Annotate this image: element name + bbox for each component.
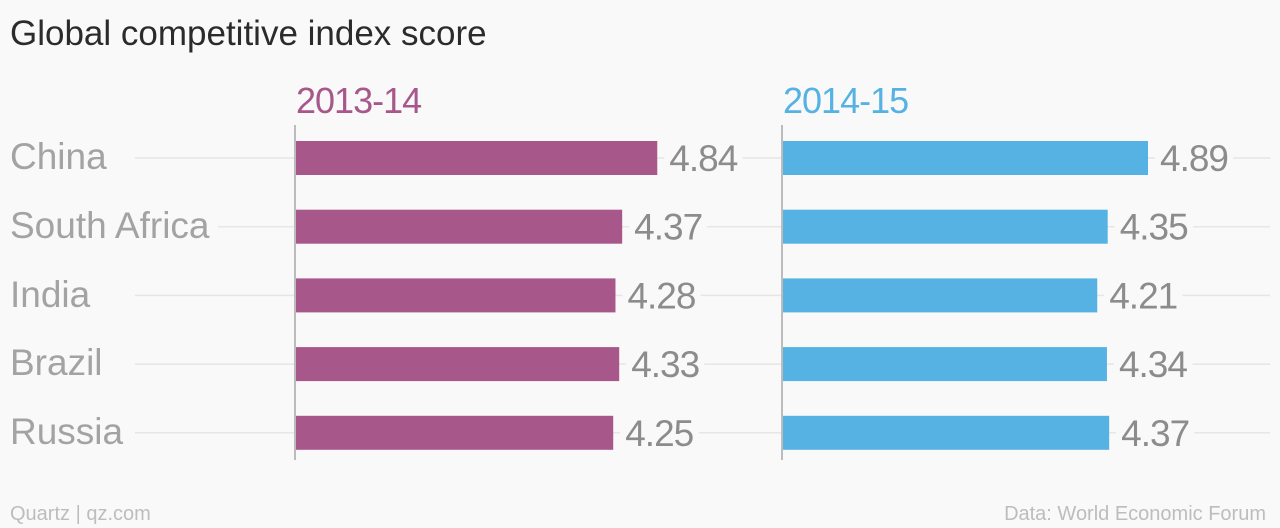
axes xyxy=(294,125,783,460)
category-label-china: China xyxy=(10,137,115,177)
category-label-india: India xyxy=(10,275,99,315)
value-label-bg-1-1 xyxy=(1114,206,1194,248)
chart-title: Global competitive index score xyxy=(10,14,487,53)
series-label-2013-14: 2013-14 xyxy=(296,80,422,121)
bar-0-3 xyxy=(296,347,620,382)
value-label-0-4: 4.25 xyxy=(625,413,693,454)
bar-0-0 xyxy=(296,141,658,175)
value-label-bg-1-4 xyxy=(1116,412,1195,454)
bar-1-3 xyxy=(783,347,1107,382)
value-label-bg-1-0 xyxy=(1155,138,1234,179)
value-label-1-4: 4.37 xyxy=(1121,413,1189,454)
category-label-brazil: Brazil xyxy=(10,343,111,383)
bar-1-4 xyxy=(783,415,1110,450)
value-label-bg-0-2 xyxy=(622,275,701,317)
value-label-bg-0-3 xyxy=(626,344,705,386)
value-label-1-0: 4.89 xyxy=(1160,138,1228,179)
bar-1-0 xyxy=(783,141,1148,175)
value-label-bg-1-3 xyxy=(1113,344,1193,386)
bar-0-4 xyxy=(296,415,614,450)
value-label-0-0: 4.84 xyxy=(669,138,737,179)
value-label-bg-0-1 xyxy=(629,206,708,248)
category-label-russia: Russia xyxy=(10,412,132,452)
value-label-0-2: 4.28 xyxy=(627,275,695,316)
value-label-1-2: 4.21 xyxy=(1109,275,1177,316)
value-label-0-3: 4.33 xyxy=(631,344,699,385)
footer-source-right: Data: World Economic Forum xyxy=(1004,503,1266,525)
series-label-2014-15: 2014-15 xyxy=(783,80,909,121)
bars xyxy=(296,141,1148,450)
value-label-0-1: 4.37 xyxy=(634,207,702,248)
value-label-1-3: 4.34 xyxy=(1119,344,1187,385)
value-label-bg-1-2 xyxy=(1104,275,1183,317)
bar-0-2 xyxy=(296,278,616,313)
value-label-bg-0-4 xyxy=(620,412,699,454)
value-label-bg-0-0 xyxy=(664,138,743,179)
value-label-1-1: 4.35 xyxy=(1120,207,1188,248)
bar-0-1 xyxy=(296,209,623,244)
value-labels: 4.84 4.37 4.28 4.33 4.25 4.89 4.35 4.21 4.34 4.37 xyxy=(620,138,1234,454)
bar-1-2 xyxy=(783,278,1098,313)
category-label-south-africa: South Africa xyxy=(10,206,218,246)
footer-source-left: Quartz | qz.com xyxy=(10,503,151,525)
bar-1-1 xyxy=(783,209,1108,244)
